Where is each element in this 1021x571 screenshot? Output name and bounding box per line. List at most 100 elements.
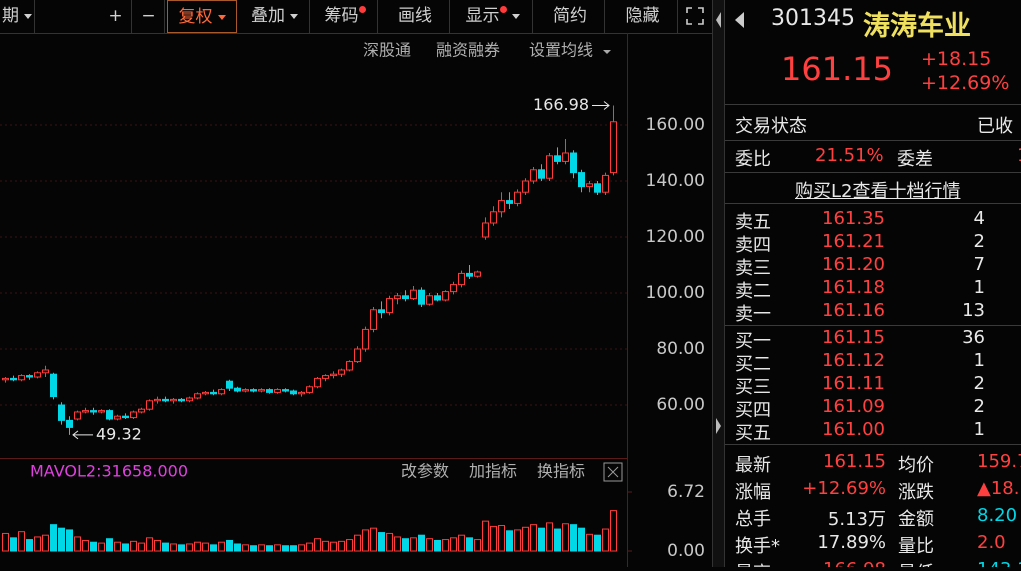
stat-value: 143.1 <box>977 559 1021 567</box>
top-link[interactable]: 深股通 <box>363 41 411 60</box>
toolbar-button[interactable]: 简约 <box>536 0 605 33</box>
book-price: 161.09 <box>822 396 885 417</box>
close-button[interactable] <box>603 462 623 482</box>
toolbar-label: 期 <box>2 6 19 26</box>
candle-body <box>474 271 481 277</box>
y-tick-label: 0.00 <box>667 541 705 561</box>
volume-bar <box>610 510 617 552</box>
volume-bar <box>410 537 417 552</box>
candle-body <box>322 375 329 379</box>
volume-bar <box>426 538 433 552</box>
candle-body <box>154 398 161 402</box>
candle-body <box>538 169 545 179</box>
volume-bar <box>66 529 73 552</box>
book-qty: 1 <box>973 419 985 440</box>
candle-body <box>306 386 313 393</box>
candle-body <box>82 410 89 413</box>
candle-body <box>458 272 465 286</box>
toolbar-button[interactable]: 叠加 <box>240 0 310 33</box>
volume-bar <box>418 534 425 552</box>
candle-body <box>90 410 97 413</box>
indicator-button[interactable]: 加指标 <box>469 462 517 481</box>
candle-body <box>122 415 129 419</box>
back-arrow[interactable] <box>735 12 744 28</box>
y-tick-label: 60.00 <box>656 395 705 415</box>
candle-body <box>450 284 457 293</box>
book-side: 买二 <box>735 354 771 375</box>
toolbar-button[interactable]: 期 <box>0 0 35 33</box>
volume-bar <box>370 527 377 552</box>
volume-bar <box>594 534 601 552</box>
toolbar-label: 显示 <box>465 6 500 26</box>
volume-bar <box>570 524 577 552</box>
book-side: 卖五 <box>735 212 771 233</box>
volume-bar <box>362 529 369 552</box>
toolbar-label: + <box>108 6 123 26</box>
ratio-value: 21.51% <box>815 145 884 166</box>
volume-bar <box>226 539 233 552</box>
candle-body <box>314 377 321 388</box>
status-label: 交易状态 <box>735 116 807 137</box>
min-price-label: 49.32 <box>96 424 142 443</box>
toolbar-button[interactable]: 画线 <box>381 0 450 33</box>
candle-body <box>10 377 17 381</box>
candle-body <box>522 180 529 193</box>
stat-value: 5.13万 <box>827 509 886 530</box>
volume-bar <box>178 544 185 552</box>
toolbar-button[interactable]: 显示 <box>453 0 533 33</box>
indicator-button[interactable]: 换指标 <box>537 462 585 481</box>
candle-body <box>2 377 9 381</box>
candle-body <box>34 372 41 378</box>
ratio-label: 委比 <box>735 149 771 170</box>
volume-bar <box>202 542 209 552</box>
book-qty: 2 <box>973 231 985 252</box>
candle-body <box>274 389 281 393</box>
indicator-title: MAVOL2:31658.000 <box>30 462 188 481</box>
candle-body <box>186 397 193 402</box>
volume-bar <box>402 538 409 552</box>
candle-body <box>554 155 561 162</box>
top-link[interactable]: 设置均线 <box>529 41 593 60</box>
book-qty: 4 <box>973 208 985 229</box>
candle-body <box>266 389 273 393</box>
volume-bar <box>538 527 545 552</box>
toolbar-button[interactable]: 隐藏 <box>608 0 678 33</box>
volume-bar <box>282 545 289 552</box>
max-price-arrow <box>592 101 610 110</box>
volume-bar <box>498 525 505 552</box>
candle-body <box>386 298 393 314</box>
stat-value: ▲18.1 <box>977 478 1021 499</box>
l2-link[interactable]: 购买L2查看十档行情 <box>795 181 961 202</box>
separator <box>725 203 1021 204</box>
book-qty: 2 <box>973 396 985 417</box>
volume-bar <box>306 542 313 552</box>
candle-body <box>562 152 569 162</box>
pane-divider[interactable] <box>712 0 725 567</box>
volume-bar <box>514 529 521 552</box>
candle-body <box>530 169 537 182</box>
candle-body <box>242 389 249 392</box>
book-qty: 13 <box>962 300 985 321</box>
toolbar-button[interactable]: + <box>100 0 132 33</box>
volume-bar <box>466 537 473 552</box>
indicator-button[interactable]: 改参数 <box>401 462 449 481</box>
volume-bar <box>2 532 9 552</box>
stat-value: 17.89% <box>817 532 886 553</box>
y-tick-label: 140.00 <box>646 171 705 191</box>
top-link[interactable]: 融资融券 <box>436 41 500 60</box>
candle-body <box>258 389 265 392</box>
candle-body <box>98 410 105 413</box>
toolbar-button[interactable]: 复权 <box>167 0 237 33</box>
toolbar-button[interactable]: 筹码 <box>313 0 378 33</box>
volume-bar <box>434 539 441 552</box>
fullscreen-button[interactable] <box>678 0 712 33</box>
stat-label: 最高 <box>735 559 771 567</box>
candle-body <box>130 411 137 419</box>
volume-bar <box>354 534 361 552</box>
book-price: 161.35 <box>822 208 885 229</box>
toolbar-button[interactable]: − <box>133 0 165 33</box>
book-side: 卖三 <box>735 258 771 279</box>
volume-bar <box>562 523 569 552</box>
separator <box>725 172 1021 173</box>
